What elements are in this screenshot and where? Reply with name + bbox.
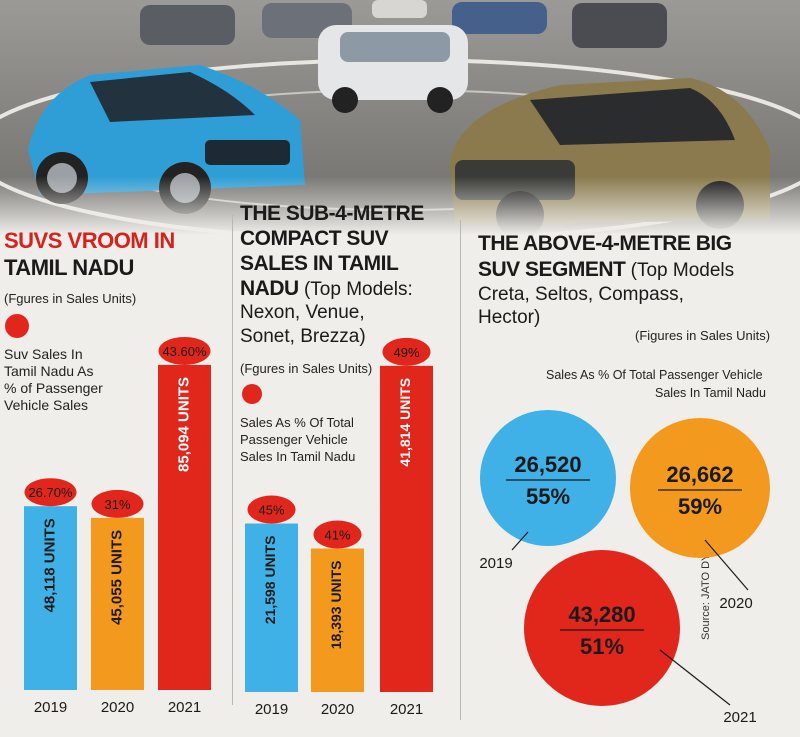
panel3-legend-line2: Sales In Tamil Nadu — [655, 386, 766, 400]
chart1-share-label-2020: 31% — [104, 497, 130, 512]
panel2-legend-line2: Passenger Vehicle — [240, 432, 348, 447]
chart1-share-bubble-2021 — [158, 336, 211, 365]
panel2-title-line2: COMPACT SUV — [240, 227, 389, 250]
panel1-legend-line1: Suv Sales In — [4, 346, 83, 362]
panel-divider-left — [232, 215, 233, 705]
panel3-title-line2: SUV SEGMENT (Top Models — [478, 258, 734, 282]
panel2-title-line4: NADU (Top Models: — [240, 277, 413, 301]
panel2-title-line6: Sonet, Brezza) — [240, 326, 366, 347]
panel1-units-note: (Fgures in Sales Units) — [4, 291, 137, 306]
chart2-bar-value-2021: 41,814 UNITS — [397, 378, 413, 467]
chart2-bar-2021 — [380, 365, 433, 692]
chart2-share-label-2021: 49% — [393, 345, 419, 360]
chart1-share-bubble-2019 — [24, 478, 77, 507]
chart1-bar-value-2021: 85,094 UNITS — [175, 377, 192, 472]
chart1-bar-value-2020: 45,055 UNITS — [108, 530, 125, 625]
chart3-leader-line-2019 — [511, 531, 529, 551]
panel3-title-line4: Hector) — [478, 307, 541, 328]
chart2-share-bubble-2021 — [382, 337, 431, 366]
chart1-share-label-2019: 26.70% — [28, 485, 73, 500]
chart3-value-label-2019: 26,520 — [514, 452, 581, 477]
panel3-title-line2-rest: (Top Models — [625, 260, 735, 281]
chart3-share-label-2019: 55% — [526, 484, 570, 509]
panel3-title-line3: Creta, Seltos, Compass, — [478, 284, 684, 305]
chart1-year-label-2020: 2020 — [101, 699, 134, 716]
panel1-title-line1: SUVS VROOM IN — [4, 228, 175, 253]
panel3-title-line2-bold: SUV SEGMENT — [478, 258, 626, 281]
chart3-year-label-2021: 2021 — [723, 709, 756, 726]
chart3-share-label-2020: 59% — [678, 494, 722, 519]
panel2-units-note: (Fgures in Sales Units) — [240, 361, 373, 376]
chart1-bar-value-2019: 48,118 UNITS — [41, 518, 58, 612]
chart1-share-bubble-2020 — [91, 489, 144, 518]
chart2-bar-2019 — [245, 523, 298, 692]
chart3-value-label-2021: 43,280 — [568, 602, 635, 627]
chart2-share-label-2019: 45% — [258, 503, 284, 518]
panel2-legend-dot — [242, 384, 262, 404]
panel2-title-line1: THE SUB-4-METRE — [240, 202, 424, 225]
chart3-leader-line-2020 — [704, 539, 749, 591]
chart3-value-label-2020: 26,662 — [666, 462, 733, 487]
chart3-leader-line-2021 — [659, 649, 731, 706]
chart1-bar-2020 — [91, 517, 144, 690]
panel3-legend-line1: Sales As % Of Total Passenger Vehicle — [546, 368, 763, 382]
chart3-bubble-2019 — [480, 410, 616, 546]
panel3-units-note: (Figures in Sales Units) — [635, 328, 771, 343]
panel2-legend-line1: Sales As % Of Total — [240, 415, 354, 430]
panel1-legend-line3: % of Passenger — [4, 380, 103, 396]
suv-cars-photo — [0, 0, 800, 235]
chart2-bar-value-2020: 18,393 UNITS — [328, 561, 344, 650]
chart1-share-label-2021: 43.60% — [162, 344, 207, 359]
panel2-title-line4-bold: NADU — [240, 277, 299, 300]
panel2-legend-line3: Sales In Tamil Nadu — [240, 449, 356, 464]
chart3-share-label-2021: 51% — [580, 634, 624, 659]
chart2-bar-2020 — [311, 548, 364, 692]
chart2-bar-value-2019: 21,598 UNITS — [262, 536, 278, 625]
panel1-legend-line4: Vehicle Sales — [4, 397, 89, 413]
panel1-legend-line2: Tamil Nadu As — [4, 363, 94, 379]
chart2-year-label-2020: 2020 — [321, 701, 354, 718]
chart1-bar-2019 — [24, 506, 77, 690]
panel2-title-line4-rest: (Top Models: — [298, 279, 413, 300]
panel3-title-line1: THE ABOVE-4-METRE BIG — [478, 232, 732, 255]
chart3-year-label-2019: 2019 — [479, 555, 512, 572]
chart1-year-label-2021: 2021 — [168, 699, 201, 716]
chart3-year-label-2020: 2020 — [719, 595, 752, 612]
panel1-title-line2: TAMIL NADU — [4, 255, 134, 280]
chart2-share-label-2020: 41% — [324, 528, 350, 543]
chart1-year-label-2019: 2019 — [34, 699, 67, 716]
chart2-share-bubble-2020 — [313, 520, 362, 549]
panel1-legend-dot — [5, 314, 29, 338]
chart2-share-bubble-2019 — [247, 495, 296, 524]
chart3-bubble-2021 — [524, 550, 680, 706]
chart2-year-label-2019: 2019 — [255, 701, 288, 718]
chart1-bar-2021 — [158, 364, 211, 690]
panel2-title-line3: SALES IN TAMIL — [240, 252, 399, 275]
panel-divider-right — [460, 220, 461, 720]
panel2-title-line5: Nexon, Venue, — [240, 302, 365, 323]
chart3-bubble-2020 — [630, 418, 770, 558]
chart2-year-label-2021: 2021 — [390, 701, 423, 718]
